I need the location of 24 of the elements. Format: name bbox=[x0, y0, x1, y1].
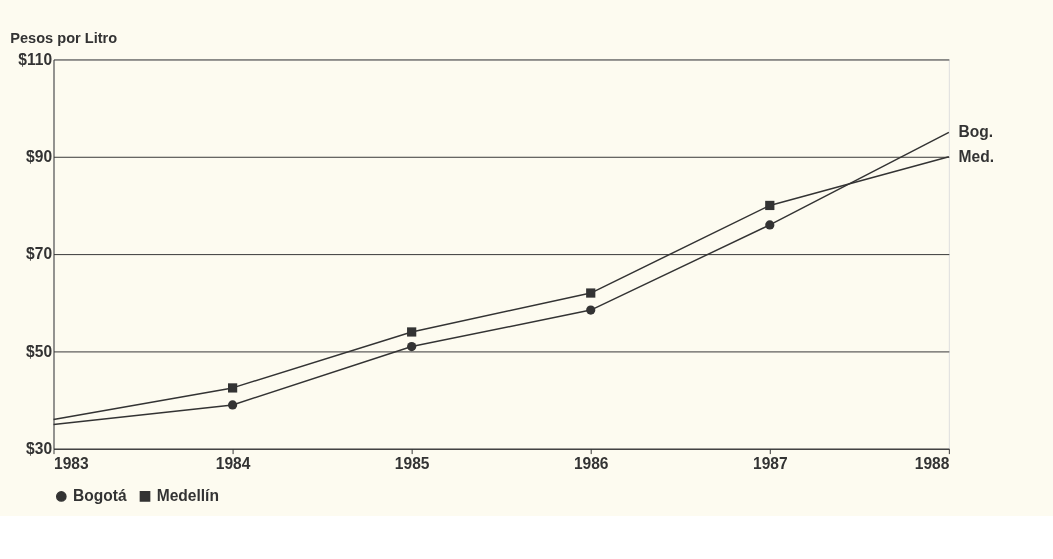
y-tick-label: $30 bbox=[26, 440, 53, 458]
x-tick-label: 1987 bbox=[752, 454, 788, 472]
x-tick-label: 1984 bbox=[215, 454, 251, 472]
y-tick-label: $50 bbox=[26, 342, 53, 360]
point bbox=[407, 327, 417, 337]
x-tick-label: 1986 bbox=[573, 454, 609, 472]
point bbox=[227, 400, 238, 410]
x-tick-label: 1985 bbox=[394, 454, 430, 472]
point bbox=[407, 341, 417, 352]
point bbox=[765, 220, 775, 230]
point bbox=[227, 383, 238, 393]
y-axis-title: Pesos por Litro bbox=[10, 30, 118, 47]
point bbox=[765, 200, 775, 211]
annotation: Bog. bbox=[958, 123, 994, 141]
point bbox=[586, 305, 596, 315]
y-tick-label: $110 bbox=[18, 50, 53, 68]
x-tick-label: 1983 bbox=[54, 454, 89, 472]
legend-label: Bogotá bbox=[72, 487, 127, 505]
x-tick-label: 1988 bbox=[914, 454, 950, 472]
point bbox=[586, 288, 596, 298]
y-tick-label: $90 bbox=[26, 148, 53, 166]
legend-label: Medellín bbox=[156, 487, 219, 505]
y-tick-label: $70 bbox=[26, 245, 53, 263]
annotation: Med. bbox=[958, 147, 995, 165]
